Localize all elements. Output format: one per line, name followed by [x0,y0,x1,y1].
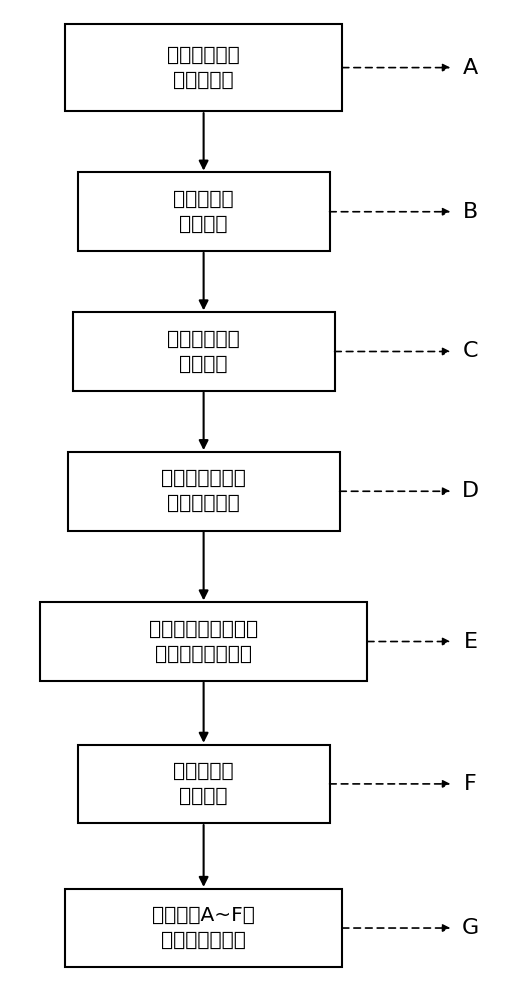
Text: 对辨识结果
进行筛选: 对辨识结果 进行筛选 [173,762,234,806]
Text: 对元件有功功
率进行采样: 对元件有功功 率进行采样 [167,46,240,90]
Text: 对滤波后的数据
求取相关函数: 对滤波后的数据 求取相关函数 [161,469,246,513]
Text: B: B [463,202,478,222]
FancyBboxPatch shape [68,452,340,531]
FancyBboxPatch shape [78,172,330,251]
FancyBboxPatch shape [40,602,367,681]
FancyBboxPatch shape [78,745,330,823]
Text: A: A [463,58,478,78]
Text: E: E [464,632,478,652]
FancyBboxPatch shape [65,24,342,111]
FancyBboxPatch shape [73,312,335,391]
FancyBboxPatch shape [65,889,342,967]
Text: 对采样数据
进行选择: 对采样数据 进行选择 [173,190,234,234]
Text: F: F [464,774,477,794]
Text: D: D [462,481,479,501]
Text: G: G [462,918,479,938]
Text: 从求取的相关函数中
辨识低频振荡参数: 从求取的相关函数中 辨识低频振荡参数 [149,620,258,664]
Text: C: C [463,341,479,361]
Text: 对选择的数据
进行滤波: 对选择的数据 进行滤波 [167,329,240,373]
Text: 重复步骤A~F进
行实时监控预警: 重复步骤A~F进 行实时监控预警 [152,906,255,950]
